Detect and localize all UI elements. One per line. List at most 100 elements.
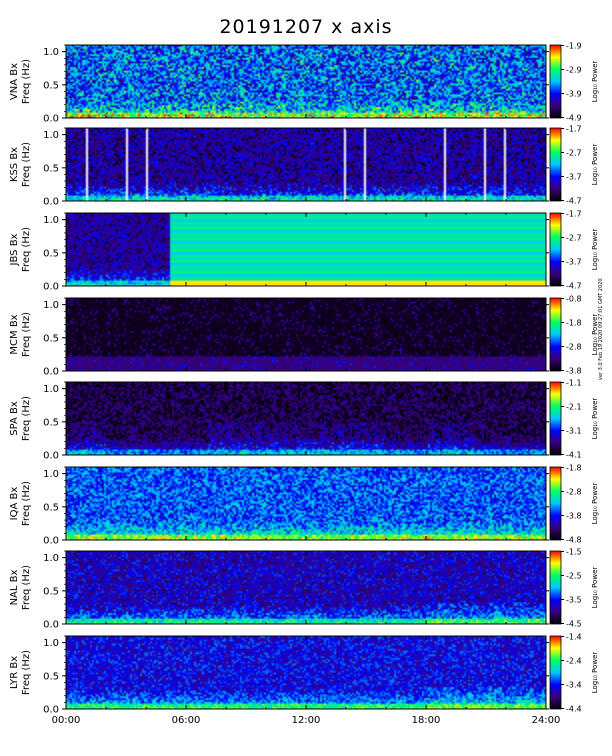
colorbar: [549, 127, 562, 202]
panel-iqa-bx: 0.0 0.5 1.0 IQA Bx Freq (Hz) -1.8 -2.8 -3.8 -4.8…: [9, 464, 599, 547]
y-tick-label: 0.0: [43, 451, 59, 462]
y-axis-label: Freq (Hz): [21, 142, 32, 187]
station-label: LYR Bx: [9, 656, 20, 689]
y-tick-label: 0.0: [43, 114, 59, 125]
spectrogram-image: [66, 213, 546, 286]
station-label: KSS Bx: [9, 147, 20, 182]
colorbar: [549, 550, 562, 625]
colorbar-tick-label: -3.1: [566, 427, 582, 436]
colorbar-label: Log₁₀ Power: [591, 229, 599, 271]
station-label: SPA Bx: [9, 401, 20, 436]
y-tick-label: 1.0: [43, 130, 59, 141]
y-tick-label: 0.0: [43, 620, 59, 631]
station-label: JBS Bx: [9, 233, 20, 266]
spectrogram-image: [66, 551, 546, 624]
y-tick-label: 0.5: [43, 333, 59, 344]
station-label: IQA Bx: [9, 487, 20, 521]
colorbar-tick-label: -3.7: [566, 173, 582, 182]
y-tick-label: 0.5: [43, 586, 59, 597]
y-axis-label: Freq (Hz): [21, 312, 32, 357]
spectrogram-image: [66, 382, 546, 455]
colorbar-tick-label: -1.5: [566, 548, 582, 557]
colorbar-tick-label: -3.7: [566, 258, 582, 267]
y-tick-label: 0.5: [43, 80, 59, 91]
panel-jbs-bx: 0.0 0.5 1.0 JBS Bx Freq (Hz) -1.7 -2.7 -3.7 -4.7…: [9, 210, 599, 293]
colorbar-tick-label: -1.7: [566, 210, 582, 219]
panel-spa-bx: 0.0 0.5 1.0 SPA Bx Freq (Hz) -1.1 -2.1 -3.1 -4.1…: [9, 379, 599, 462]
colorbar-tick-label: -2.8: [566, 488, 582, 497]
panel-vna-bx: 0.0 0.5 1.0 VNA Bx Freq (Hz) -1.9 -2.9 -3.9 -4.9…: [9, 42, 599, 125]
panel-lyr-bx: 0.0 0.5 1.0 LYR Bx Freq (Hz) -1.4 -2.4 -3.4 -4.4…: [9, 633, 599, 716]
y-tick-label: 1.0: [43, 469, 59, 480]
spectrogram-image: [66, 636, 546, 709]
colorbar-tick-label: -3.5: [566, 596, 582, 605]
y-tick-label: 0.0: [43, 705, 59, 716]
x-axis: 00:00 06:00 12:00 18:00 24:00: [52, 715, 561, 726]
colorbar-tick-label: -2.8: [566, 343, 582, 352]
colorbar-tick-label: -2.4: [566, 657, 582, 666]
colorbar-tick-label: -4.7: [566, 282, 582, 291]
y-tick-label: 0.5: [43, 671, 59, 682]
colorbar: [549, 297, 562, 372]
y-axis-label: Freq (Hz): [21, 227, 32, 272]
y-axis-label: Freq (Hz): [21, 396, 32, 441]
y-tick-label: 0.0: [43, 536, 59, 547]
colorbar-label: Log₁₀ Power: [591, 652, 599, 694]
colorbar-tick-label: -1.4: [566, 633, 582, 642]
colorbar-tick-label: -1.9: [566, 42, 582, 51]
y-tick-label: 1.0: [43, 47, 59, 58]
colorbar-label: Log₁₀ Power: [591, 61, 599, 103]
spectrogram-image: [66, 45, 546, 118]
colorbar: [549, 212, 562, 287]
colorbar-tick-label: -2.1: [566, 403, 582, 412]
colorbar-tick-label: -1.7: [566, 125, 582, 134]
x-tick-label: 18:00: [412, 715, 441, 726]
y-tick-label: 0.0: [43, 282, 59, 293]
colorbar-label: Log₁₀ Power: [591, 567, 599, 609]
colorbar-tick-label: -1.8: [566, 319, 582, 328]
colorbar-tick-label: -4.4: [566, 705, 582, 714]
y-tick-label: 0.5: [43, 248, 59, 259]
colorbar-tick-label: -4.5: [566, 620, 582, 629]
colorbar-label: Log₁₀ Power: [591, 398, 599, 440]
y-tick-label: 1.0: [43, 300, 59, 311]
y-tick-label: 1.0: [43, 638, 59, 649]
colorbar-tick-label: -4.9: [566, 114, 582, 123]
colorbar-tick-label: -2.7: [566, 234, 582, 243]
colorbar-tick-label: -3.4: [566, 681, 582, 690]
y-tick-label: 1.0: [43, 215, 59, 226]
colorbar-label: Log₁₀ Power: [591, 314, 599, 356]
y-axis-label: Freq (Hz): [21, 59, 32, 104]
panel-kss-bx: 0.0 0.5 1.0 KSS Bx Freq (Hz) -1.7 -2.7 -3.7 -4.7…: [9, 125, 599, 208]
y-axis-label: Freq (Hz): [21, 650, 32, 695]
colorbar-tick-label: -1.1: [566, 379, 582, 388]
colorbar-tick-label: -3.8: [566, 367, 582, 376]
y-tick-label: 1.0: [43, 553, 59, 564]
panel-mcm-bx: 0.0 0.5 1.0 MCM Bx Freq (Hz) -0.8 -1.8 -2.8 -3.8…: [9, 295, 599, 378]
chart-title: 20191207 x axis: [219, 16, 393, 38]
colorbar: [549, 44, 562, 119]
colorbar-tick-label: -2.5: [566, 572, 582, 581]
y-tick-label: 0.0: [43, 367, 59, 378]
colorbar-tick-label: -1.8: [566, 464, 582, 473]
colorbar: [549, 635, 562, 710]
colorbar-tick-label: -0.8: [566, 295, 582, 304]
y-axis-label: Freq (Hz): [21, 481, 32, 526]
y-tick-label: 1.0: [43, 384, 59, 395]
station-label: VNA Bx: [9, 63, 20, 100]
y-tick-label: 0.5: [43, 163, 59, 174]
x-tick-label: 06:00: [172, 715, 201, 726]
panel-nal-bx: 0.0 0.5 1.0 NAL Bx Freq (Hz) -1.5 -2.5 -3.5 -4.5…: [9, 548, 599, 631]
colorbar-tick-label: -3.9: [566, 90, 582, 99]
x-tick-label: 00:00: [52, 715, 81, 726]
spectrogram-image: [66, 128, 546, 201]
colorbar-tick-label: -3.8: [566, 512, 582, 521]
y-tick-label: 0.5: [43, 502, 59, 513]
colorbar-label: Log₁₀ Power: [591, 144, 599, 186]
colorbar-tick-label: -4.1: [566, 451, 582, 460]
station-label: NAL Bx: [9, 569, 20, 605]
spectrogram-image: [66, 298, 546, 371]
colorbar-tick-label: -2.7: [566, 149, 582, 158]
colorbar: [549, 381, 562, 456]
